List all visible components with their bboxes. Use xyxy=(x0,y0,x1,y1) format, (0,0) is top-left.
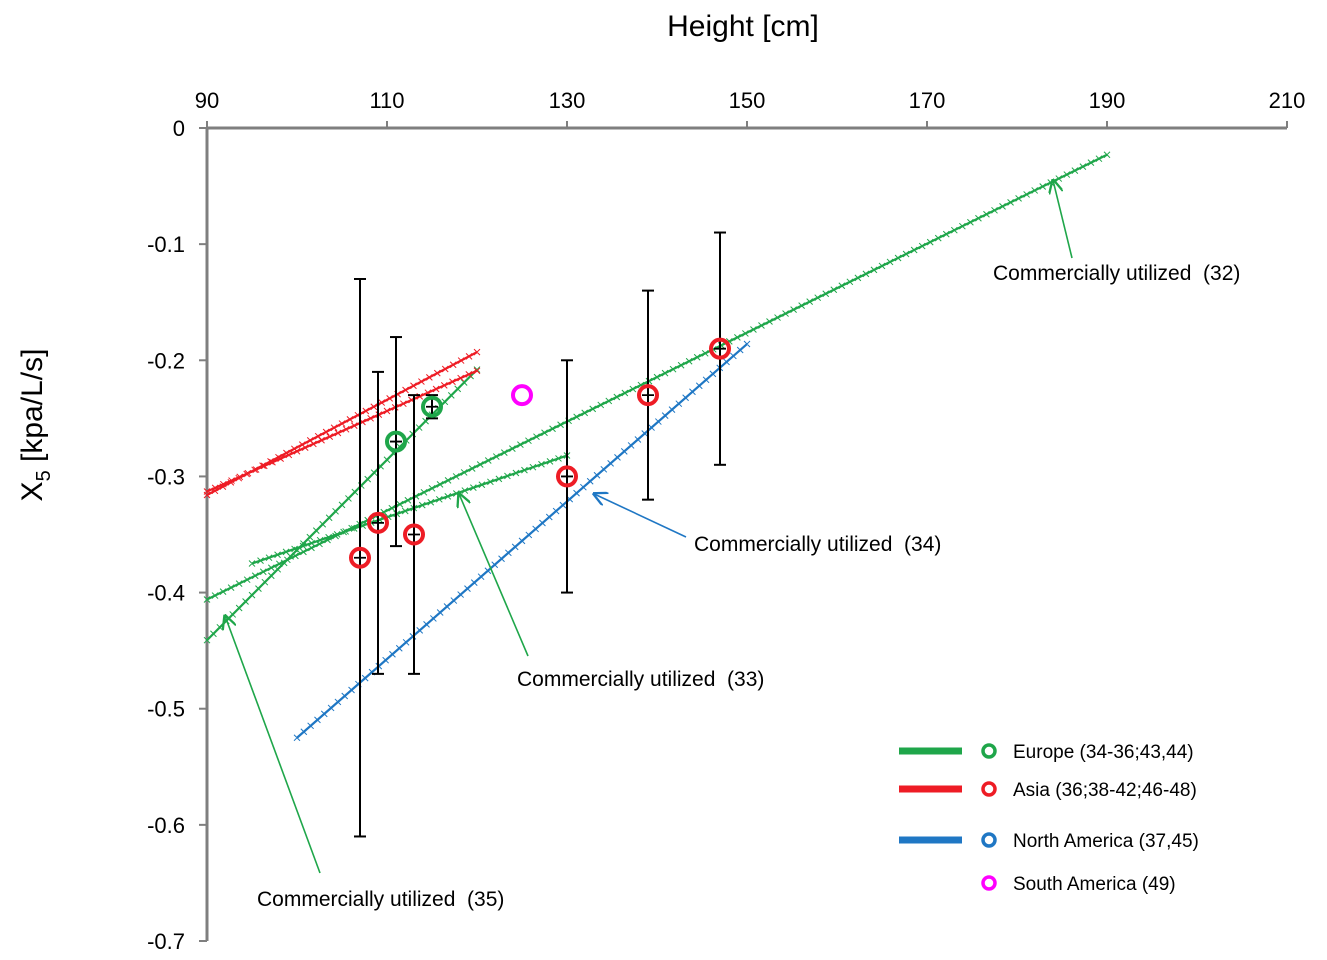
x-tick-label: 90 xyxy=(195,88,219,113)
line-segment xyxy=(251,454,568,565)
point-cross xyxy=(354,551,366,564)
point-circle xyxy=(637,384,659,407)
y-tick-label: -0.4 xyxy=(147,581,185,606)
annotation-label: Commercially utilized (34) xyxy=(694,533,941,556)
y-tick-label: 0 xyxy=(173,116,185,141)
point-cross xyxy=(714,342,726,355)
y-axis-title: X5 [kpa/L/s] xyxy=(16,349,55,502)
point-circle xyxy=(385,430,407,453)
data-points xyxy=(349,337,731,569)
annotation-label: Commercially utilized (35) xyxy=(257,888,504,911)
legend: Europe (34-36;43,44) Asia (36;38-42;46-48… xyxy=(899,742,1199,895)
annotation-arrow xyxy=(594,494,687,538)
point-asia xyxy=(349,546,371,569)
legend-swatch-marker xyxy=(981,781,997,797)
legend-label: North America (37,45) xyxy=(1013,831,1199,852)
x-tick-label: 170 xyxy=(909,88,946,113)
line-markers xyxy=(203,151,1111,603)
x-tick-label: 210 xyxy=(1269,88,1306,113)
y-axis-title-subscript: 5 xyxy=(33,470,55,481)
series-line-asia xyxy=(203,367,481,495)
annotation-arrow xyxy=(1053,180,1073,259)
y-axis-title-main: X xyxy=(16,481,49,501)
x-tick-label: 150 xyxy=(729,88,766,113)
x-axis-ticks: 90 110 130 150 170 190 210 xyxy=(195,88,1306,128)
point-circle xyxy=(349,546,371,569)
y-axis-title-unit: [kpa/L/s] xyxy=(16,349,49,471)
point-cross xyxy=(372,516,384,529)
series-line-europe xyxy=(203,151,1111,603)
y-axis-ticks: 0 -0.1 -0.2 -0.3 -0.4 -0.5 -0.6 -0.7 xyxy=(147,116,207,954)
point-europe xyxy=(421,395,443,418)
annotation-arrow xyxy=(459,494,529,657)
legend-item: Europe (34-36;43,44) xyxy=(899,742,1194,763)
point-circle xyxy=(709,337,731,360)
x-axis-title: Height [cm] xyxy=(667,10,819,43)
annotations: Commercially utilized (32) Commercially u… xyxy=(225,180,1240,911)
legend-item: South America (49) xyxy=(981,874,1176,895)
annotation-label: Commercially utilized (33) xyxy=(517,668,764,691)
legend-swatch-marker xyxy=(981,743,997,759)
legend-swatch-marker xyxy=(981,875,997,891)
annotation: Commercially utilized (34) xyxy=(594,494,941,556)
line-markers xyxy=(293,340,751,742)
y-tick-label: -0.2 xyxy=(147,348,185,373)
y-tick-label: -0.7 xyxy=(147,929,185,954)
legend-label: Asia (36;38-42;46-48) xyxy=(1013,780,1197,801)
point-cross xyxy=(426,400,438,413)
point-circle xyxy=(367,511,389,534)
x-tick-label: 130 xyxy=(549,88,586,113)
annotation-arrow xyxy=(225,616,321,874)
annotation: Commercially utilized (33) xyxy=(459,494,764,691)
legend-swatch-marker xyxy=(981,832,997,848)
y-tick-label: -0.5 xyxy=(147,697,185,722)
line-segment xyxy=(206,369,478,493)
point-asia xyxy=(637,384,659,407)
point-south-america xyxy=(511,384,533,407)
point-asia xyxy=(403,523,425,546)
point-cross xyxy=(642,389,654,402)
legend-label: Europe (34-36;43,44) xyxy=(1013,742,1194,763)
point-cross xyxy=(390,435,402,448)
line-markers xyxy=(203,367,481,495)
point-cross xyxy=(561,470,573,483)
x-tick-label: 110 xyxy=(369,88,404,113)
annotation: Commercially utilized (32) xyxy=(993,180,1240,285)
regression-lines xyxy=(203,151,1111,742)
point-asia xyxy=(709,337,731,360)
legend-label: South America (49) xyxy=(1013,874,1176,895)
series-line-north-america xyxy=(293,340,751,742)
point-europe xyxy=(385,430,407,453)
y-tick-label: -0.1 xyxy=(147,232,185,257)
legend-item: North America (37,45) xyxy=(899,831,1199,852)
point-asia xyxy=(367,511,389,534)
y-tick-label: -0.3 xyxy=(147,464,185,489)
point-cross xyxy=(408,528,420,541)
point-circle xyxy=(556,465,578,488)
annotation-label: Commercially utilized (32) xyxy=(993,262,1240,285)
point-circle xyxy=(511,384,533,407)
legend-item: Asia (36;38-42;46-48) xyxy=(899,780,1197,801)
series-line-europe xyxy=(203,366,481,644)
point-circle xyxy=(421,395,443,418)
x-tick-label: 190 xyxy=(1089,88,1126,113)
point-circle xyxy=(403,523,425,546)
y-tick-label: -0.6 xyxy=(147,813,185,838)
annotation: Commercially utilized (35) xyxy=(225,616,504,911)
point-asia xyxy=(556,465,578,488)
line-markers xyxy=(203,366,481,644)
